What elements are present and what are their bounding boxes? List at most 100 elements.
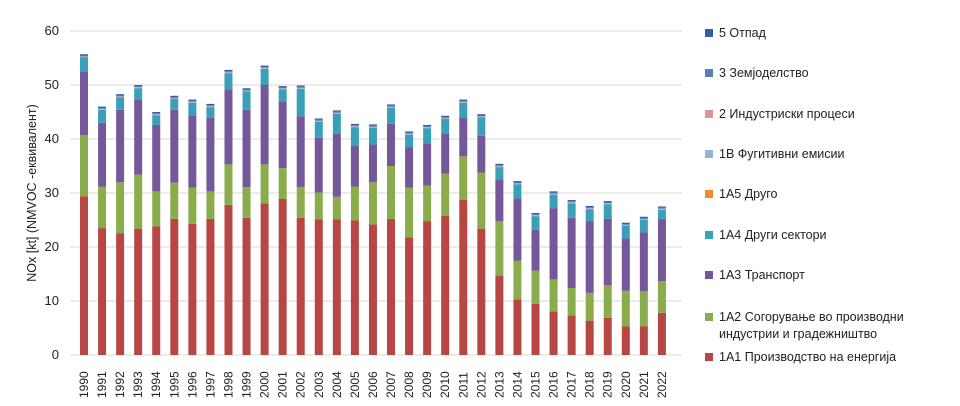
bar-segment-3-2022 (657, 209, 666, 219)
bar-segment-2-2014 (513, 198, 522, 261)
bar-segment-8-2018 (585, 205, 594, 208)
bar-segment-5-2006 (368, 127, 377, 128)
bar-segment-6-1997 (206, 106, 215, 107)
bar-segment-5-1999 (242, 90, 251, 92)
bar-segment-2-1991 (98, 122, 107, 187)
legend-swatch (705, 110, 713, 118)
bar-segment-0-2005 (350, 220, 359, 355)
bar-segment-5-2012 (477, 116, 486, 118)
bar-segment-5-2013 (495, 166, 504, 168)
bar-segment-7-2020 (621, 224, 630, 225)
bar-segment-6-2020 (621, 224, 630, 226)
x-tick-label: 2011 (456, 372, 470, 398)
bar-segment-7-1994 (152, 113, 161, 115)
x-tick-label: 2000 (258, 371, 272, 398)
x-tick-label: 2012 (474, 371, 488, 398)
bar-segment-1-1994 (152, 191, 161, 227)
bar-segment-8-2019 (603, 201, 612, 203)
bar-segment-2-1990 (80, 72, 88, 136)
bar-segment-0-2014 (513, 299, 522, 355)
bar-segment-0-1999 (242, 217, 251, 355)
bar-segment-2-1997 (206, 117, 215, 192)
bar-segment-3-2013 (495, 167, 504, 181)
bar-segment-3-2002 (296, 88, 305, 117)
bar-segment-6-2007 (387, 106, 396, 108)
bar-segment-7-1995 (170, 97, 179, 98)
x-tick-label: 2016 (547, 371, 561, 398)
bar-segment-1-2021 (639, 291, 648, 327)
bar-segment-1-2002 (296, 187, 305, 218)
bar-segment-6-2021 (639, 218, 648, 220)
bar-segment-8-2009 (423, 124, 432, 127)
x-tick-label: 2014 (510, 371, 524, 398)
bar-segment-0-2012 (477, 228, 486, 355)
bar-segment-2-2008 (405, 147, 414, 188)
bar-segment-2-2009 (423, 143, 432, 186)
bar-segment-7-2016 (549, 192, 558, 194)
bar-segment-0-2016 (549, 311, 558, 355)
bar-segment-3-2007 (387, 107, 396, 124)
bar-segment-5-2020 (621, 225, 630, 226)
bar-segment-8-1997 (206, 103, 215, 106)
bar-segment-6-2003 (314, 120, 323, 122)
bar-segment-0-2019 (603, 317, 612, 355)
bar-segment-0-1993 (134, 228, 143, 355)
bar-segment-1-2000 (260, 164, 269, 204)
bar-segment-6-2022 (657, 208, 666, 210)
x-tick-label: 1995 (167, 371, 181, 398)
bar-segment-8-1995 (170, 95, 179, 98)
bar-segment-1-2006 (368, 182, 377, 225)
bar-segment-1-1991 (98, 186, 107, 229)
bar-segment-5-1991 (98, 109, 107, 110)
bar-segment-2-2002 (296, 116, 305, 188)
bar-segment-0-1997 (206, 218, 215, 355)
x-tick-label: 1991 (95, 371, 109, 398)
bar-segment-2-2004 (332, 133, 341, 197)
bar-segment-1-2012 (477, 172, 486, 229)
bar-segment-3-2015 (531, 216, 540, 230)
bar-segment-7-1998 (224, 71, 233, 73)
bar-segment-7-2013 (495, 165, 504, 166)
bar-segment-0-1998 (224, 204, 233, 355)
bar-segment-7-2019 (603, 202, 612, 204)
bar-segment-8-2004 (332, 110, 341, 112)
bar-segment-1-2013 (495, 221, 504, 276)
bar-segment-7-1996 (188, 100, 197, 102)
bar-segment-0-2010 (441, 215, 450, 355)
bar-segment-6-1998 (224, 72, 233, 73)
bar-segment-6-2014 (513, 183, 522, 184)
bar-segment-2-2017 (567, 217, 576, 289)
bar-segment-8-1991 (98, 106, 107, 108)
y-tick-label: 40 (45, 131, 59, 146)
x-tick-label: 2013 (492, 371, 506, 398)
x-tick-label: 2001 (276, 371, 290, 398)
bar-segment-1-2007 (387, 166, 396, 219)
bar-segment-8-1993 (134, 85, 143, 87)
bar-segment-0-2009 (423, 221, 432, 355)
x-tick-label: 1997 (203, 371, 217, 398)
bar-segment-0-2004 (332, 219, 341, 355)
bar-segment-5-2010 (441, 118, 450, 120)
bar-segment-7-1993 (134, 86, 143, 88)
x-tick-labels: 1990 1991 1992 1993 1994 1995 1996 1997 1998 1999… (77, 371, 669, 398)
bars (80, 54, 666, 355)
x-tick-label: 1998 (221, 371, 235, 398)
bar-segment-3-2020 (621, 225, 630, 239)
bar-segment-1-2017 (567, 288, 576, 316)
bar-segment-1-1999 (242, 187, 251, 218)
legend-swatch (705, 271, 713, 279)
bar-segment-6-1994 (152, 114, 161, 115)
bar-segment-8-2010 (441, 115, 450, 118)
y-tick-label: 20 (45, 239, 59, 254)
bar-segment-5-2007 (387, 107, 396, 108)
bar-segment-8-1990 (80, 54, 88, 56)
bar-segment-3-1995 (170, 99, 179, 110)
x-tick-label: 2021 (637, 371, 651, 398)
bar-segment-8-2022 (657, 206, 666, 208)
bar-segment-6-1992 (116, 96, 125, 97)
bar-segment-8-1992 (116, 94, 125, 96)
bar-segment-2-2007 (387, 123, 396, 166)
bar-segment-0-2008 (405, 237, 414, 355)
bar-segment-7-2014 (513, 182, 522, 184)
